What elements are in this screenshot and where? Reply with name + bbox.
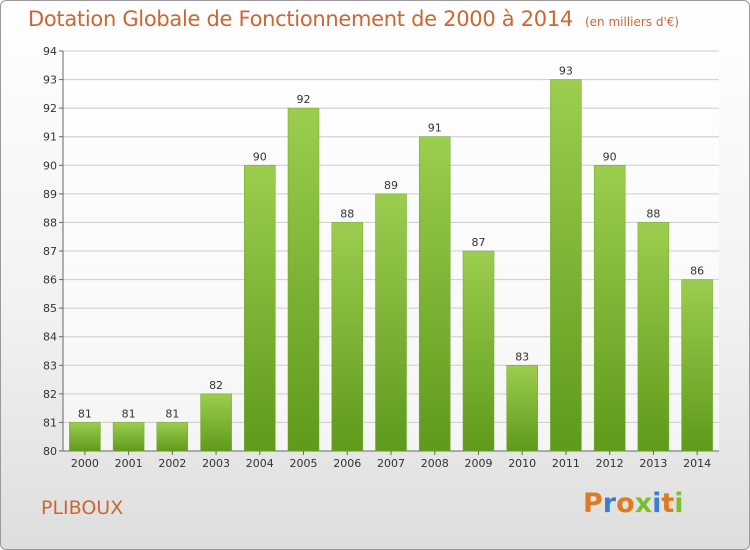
- bar: [375, 193, 407, 452]
- bar-value-label: 88: [646, 207, 660, 220]
- bar: [593, 165, 626, 452]
- logo-letter: P: [583, 488, 603, 519]
- y-tick-label: 85: [43, 302, 57, 315]
- x-tick-label: 2001: [115, 457, 143, 470]
- x-tick-label: 2002: [158, 457, 186, 470]
- commune-name: PLIBOUX: [41, 497, 124, 519]
- bar-value-label: 89: [384, 179, 398, 192]
- bar: [681, 279, 713, 452]
- bar-value-label: 90: [603, 150, 617, 163]
- y-tick-label: 93: [43, 74, 57, 87]
- x-tick-label: 2009: [464, 457, 492, 470]
- x-tick-label: 2007: [377, 457, 405, 470]
- bar: [156, 422, 189, 452]
- proxiti-logo[interactable]: Proxiti: [583, 488, 684, 519]
- y-tick-label: 82: [43, 388, 57, 401]
- x-tick-label: 2014: [683, 457, 711, 470]
- y-tick-label: 89: [43, 188, 57, 201]
- x-tick-label: 2012: [596, 457, 624, 470]
- bar: [244, 165, 276, 452]
- y-tick-label: 80: [43, 445, 57, 458]
- bar: [637, 222, 670, 452]
- bar-value-label: 86: [690, 265, 704, 278]
- bar-value-label: 93: [559, 65, 573, 78]
- x-tick-label: 2000: [71, 457, 99, 470]
- x-tick-label: 2008: [421, 457, 449, 470]
- y-tick-label: 81: [43, 416, 57, 429]
- bar-value-label: 81: [78, 407, 92, 420]
- bar: [462, 250, 495, 452]
- chart-title-block: Dotation Globale de Fonctionnement de 20…: [28, 7, 679, 31]
- bar: [200, 393, 232, 452]
- bar-value-label: 87: [471, 236, 485, 249]
- bar: [550, 79, 582, 452]
- y-tick-label: 83: [43, 359, 57, 372]
- bar: [287, 107, 320, 452]
- bar: [69, 422, 101, 452]
- x-tick-label: 2004: [246, 457, 274, 470]
- y-tick-label: 94: [43, 45, 57, 58]
- x-tick-label: 2010: [508, 457, 536, 470]
- y-tick-label: 88: [43, 216, 57, 229]
- logo-letter: t: [661, 488, 675, 519]
- y-tick-label: 87: [43, 245, 57, 258]
- y-tick-label: 90: [43, 159, 57, 172]
- bar-value-label: 91: [428, 122, 442, 135]
- logo-letter: o: [616, 488, 635, 519]
- bar-value-label: 83: [515, 350, 529, 363]
- bar-value-label: 81: [122, 407, 136, 420]
- x-tick-label: 2006: [333, 457, 361, 470]
- bar-value-label: 82: [209, 379, 223, 392]
- bar: [331, 222, 364, 452]
- y-tick-label: 86: [43, 274, 57, 287]
- bar-value-label: 81: [165, 407, 179, 420]
- bar: [112, 422, 145, 452]
- x-tick-label: 2013: [639, 457, 667, 470]
- x-tick-label: 2011: [552, 457, 580, 470]
- bar-value-label: 92: [297, 93, 311, 106]
- logo-letter: i: [652, 488, 662, 519]
- x-tick-label: 2005: [290, 457, 318, 470]
- y-tick-label: 91: [43, 131, 57, 144]
- logo-letter: r: [602, 488, 617, 519]
- chart-title: Dotation Globale de Fonctionnement de 20…: [28, 7, 573, 31]
- chart-unit: (en milliers d'€): [584, 15, 680, 29]
- bar: [418, 136, 451, 452]
- bar-value-label: 90: [253, 150, 267, 163]
- y-tick-label: 92: [43, 102, 57, 115]
- x-tick-label: 2003: [202, 457, 230, 470]
- logo-letter: x: [634, 488, 653, 519]
- bar-value-label: 88: [340, 207, 354, 220]
- logo-letter: i: [674, 488, 684, 519]
- y-tick-label: 84: [43, 331, 57, 344]
- bar: [506, 365, 538, 452]
